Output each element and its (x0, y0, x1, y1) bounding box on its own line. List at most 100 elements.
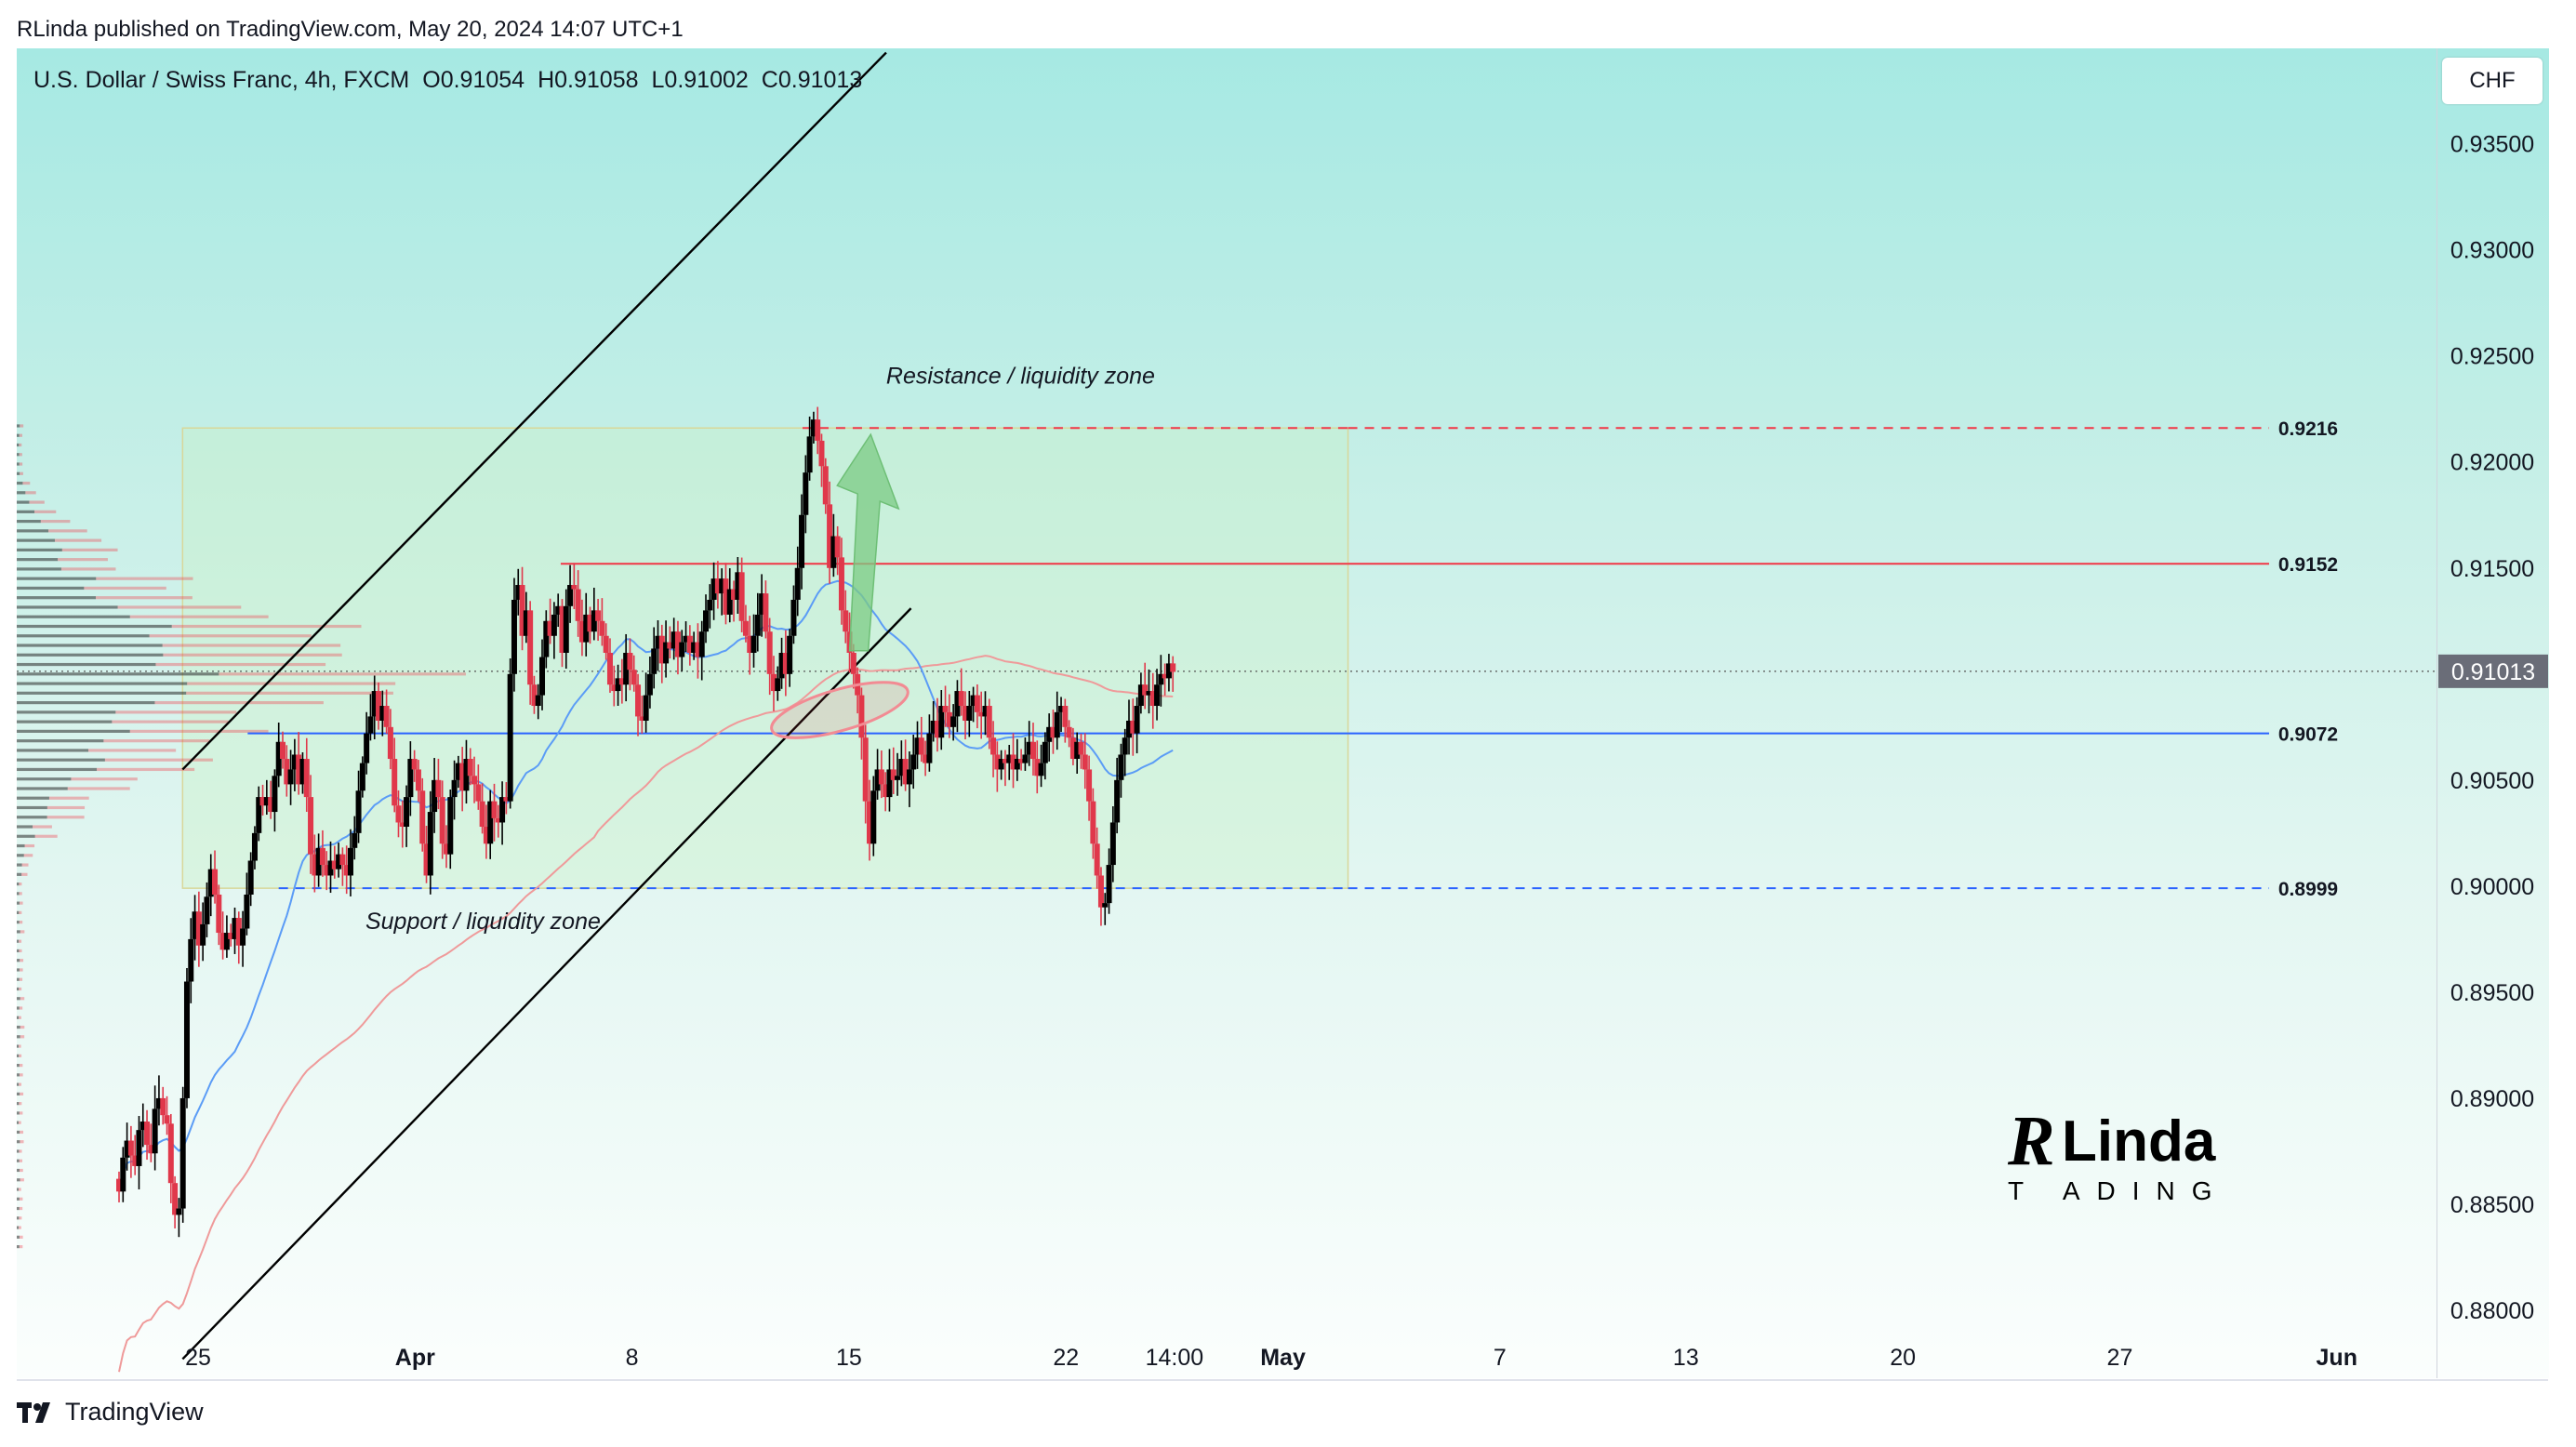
candle-down (1050, 726, 1056, 738)
volume-profile-bar (17, 901, 20, 905)
candle-down (443, 843, 449, 855)
breakout-highlight-ellipse[interactable] (766, 670, 913, 749)
volume-profile-bar (17, 834, 35, 838)
volume-profile-bar (19, 1149, 22, 1153)
volume-profile-bar (20, 1092, 24, 1095)
candle-up (192, 911, 198, 939)
candle-down (770, 673, 777, 692)
candle-down (923, 754, 929, 763)
price-axis-tick: 0.92500 (2450, 344, 2534, 370)
candle-up (775, 678, 781, 692)
candle-down (890, 769, 896, 780)
candle-down (312, 854, 318, 876)
candle-up (954, 691, 961, 717)
candle-up (183, 981, 190, 1098)
candle-up (347, 847, 353, 876)
volume-profile-bar (17, 921, 20, 924)
volume-profile-bar (17, 1235, 20, 1239)
ohlc-low: L0.91002 (651, 67, 749, 93)
price-axis-tick: 0.93000 (2450, 238, 2534, 264)
tradingview-logo-icon (17, 1401, 50, 1423)
candle-up (810, 419, 817, 437)
candle-up (1054, 711, 1060, 738)
candle-down (387, 726, 393, 760)
volume-profile-bar (17, 1244, 20, 1249)
candle-up (982, 706, 989, 717)
candle-up (691, 642, 697, 653)
bullish-projection-arrow[interactable] (836, 432, 900, 652)
volume-profile-bar (17, 700, 155, 705)
price-axis-tick: 0.92000 (2450, 450, 2534, 476)
candle-up (407, 759, 414, 798)
candle-up (591, 610, 597, 632)
candle-down (144, 1122, 151, 1146)
channel-upper-line[interactable] (181, 51, 887, 771)
candle-down (1149, 691, 1156, 707)
volume-profile-bar (19, 1244, 23, 1249)
candle-down (686, 635, 693, 653)
candle-up (352, 832, 358, 848)
volume-profile-bar (17, 805, 47, 810)
candle-down (782, 653, 789, 674)
candle-down (132, 1155, 139, 1166)
candle-down (731, 589, 737, 600)
candle-down (902, 759, 909, 785)
candle-down (235, 918, 242, 946)
candle-down (559, 605, 565, 653)
currency-button[interactable]: CHF (2442, 58, 2543, 104)
candle-up (970, 695, 976, 707)
price-axis-tick: 0.88500 (2450, 1192, 2534, 1218)
candle-up (455, 763, 461, 780)
volume-profile-bar (19, 949, 22, 953)
candle-up (726, 589, 733, 615)
volume-profile-bar (17, 1016, 20, 1019)
volume-profile-bar (33, 825, 52, 829)
volume-profile-bar (19, 1054, 22, 1057)
candle-down (978, 711, 985, 717)
volume-profile-bar (20, 1130, 24, 1135)
volume-profile-bar (71, 777, 138, 781)
price-scale-panel[interactable] (2437, 48, 2549, 1378)
volume-profile-bar (129, 729, 269, 733)
candle-down (1002, 759, 1008, 763)
volume-profile-bar (34, 834, 58, 838)
volume-profile-bar (17, 816, 47, 819)
volume-profile-bar (17, 615, 130, 618)
candle-up (651, 648, 657, 674)
volume-profile-bar (17, 796, 49, 800)
volume-profile-bar (19, 1006, 23, 1010)
instrument-label: U.S. Dollar / Swiss Franc, 4h, FXCM (33, 67, 410, 93)
volume-profile-bar (96, 577, 193, 580)
volume-profile-bar (17, 653, 164, 657)
volume-profile-bar (17, 586, 85, 591)
candle-down (674, 631, 681, 657)
candle-down (747, 635, 753, 653)
volume-profile-bar (104, 758, 213, 762)
candle-up (432, 779, 438, 813)
candle-up (1114, 779, 1121, 823)
channel-lower-line[interactable] (181, 607, 912, 1361)
candle-up (778, 653, 785, 679)
chart-plot-area[interactable] (17, 48, 2437, 1378)
volume-profile-bar (19, 977, 23, 981)
price-axis-tick: 0.90000 (2450, 874, 2534, 900)
candle-down (479, 801, 485, 828)
tradingview-footer[interactable]: TradingView (17, 1398, 204, 1427)
candle-up (1042, 741, 1048, 763)
candle-down (148, 1145, 154, 1154)
svg-text:T ADING: T ADING (2008, 1176, 2229, 1205)
volume-profile-bar (19, 1188, 21, 1191)
volume-profile-bar (129, 615, 269, 618)
candle-down (742, 620, 749, 636)
candle-down (1018, 759, 1025, 763)
candle-up (910, 754, 917, 770)
candle-down (843, 610, 849, 632)
volume-profile-bar (19, 1082, 22, 1086)
candle-up (291, 754, 298, 770)
volume-profile-bar (17, 1006, 20, 1010)
candle-up (1074, 741, 1081, 760)
candle-up (799, 514, 805, 568)
candle-down (1029, 741, 1036, 760)
volume-profile-bar (17, 443, 20, 447)
